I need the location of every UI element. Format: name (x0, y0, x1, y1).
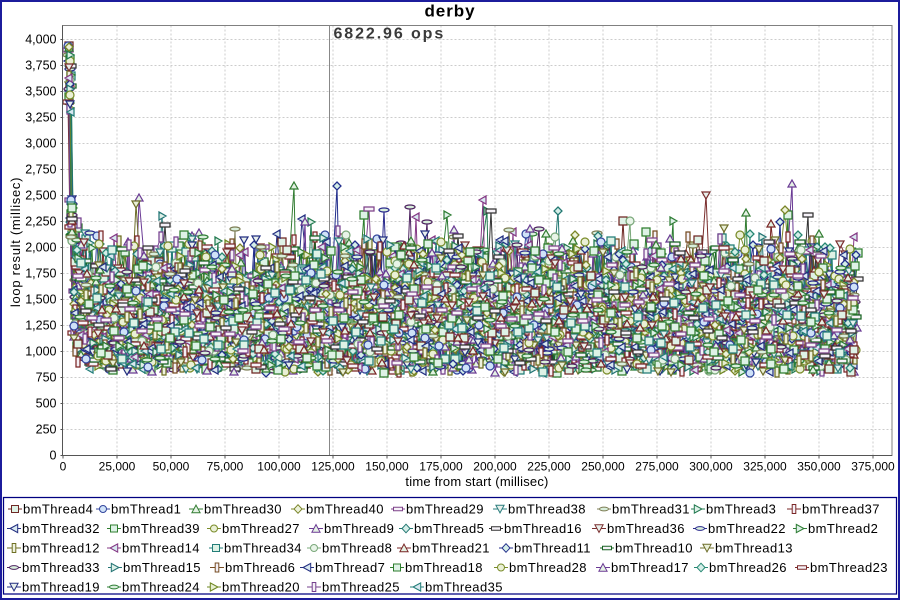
svg-text:bmThread13: bmThread13 (715, 541, 793, 556)
svg-text:2,000: 2,000 (25, 241, 56, 255)
svg-text:500: 500 (36, 397, 57, 411)
svg-text:350,000: 350,000 (797, 460, 841, 474)
svg-text:175,000: 175,000 (419, 460, 463, 474)
svg-text:bmThread7: bmThread7 (315, 560, 385, 575)
svg-text:bmThread11: bmThread11 (514, 541, 591, 556)
svg-text:bmThread21: bmThread21 (412, 541, 490, 556)
svg-text:bmThread31: bmThread31 (612, 502, 690, 517)
svg-text:100,000: 100,000 (257, 460, 301, 474)
svg-text:bmThread40: bmThread40 (306, 502, 384, 517)
svg-text:bmThread28: bmThread28 (509, 560, 587, 575)
svg-text:bmThread26: bmThread26 (709, 560, 787, 575)
svg-text:3,500: 3,500 (25, 85, 56, 99)
svg-text:bmThread29: bmThread29 (406, 502, 484, 517)
svg-text:325,000: 325,000 (743, 460, 787, 474)
svg-text:2,250: 2,250 (25, 215, 56, 229)
svg-text:2,750: 2,750 (25, 163, 56, 177)
svg-text:225,000: 225,000 (527, 460, 571, 474)
svg-text:bmThread25: bmThread25 (322, 580, 400, 595)
svg-text:3,250: 3,250 (25, 111, 56, 125)
svg-text:bmThread36: bmThread36 (607, 521, 685, 536)
svg-text:bmThread12: bmThread12 (22, 541, 100, 556)
svg-text:bmThread2: bmThread2 (808, 521, 878, 536)
svg-text:25,000: 25,000 (99, 460, 136, 474)
svg-text:375,000: 375,000 (851, 460, 895, 474)
svg-text:bmThread39: bmThread39 (122, 521, 200, 536)
svg-text:3,000: 3,000 (25, 137, 56, 151)
svg-text:bmThread10: bmThread10 (615, 541, 693, 556)
svg-text:75,000: 75,000 (207, 460, 244, 474)
svg-text:bmThread18: bmThread18 (405, 560, 483, 575)
svg-text:300,000: 300,000 (689, 460, 733, 474)
svg-text:250: 250 (36, 423, 57, 437)
svg-text:derby: derby (424, 2, 475, 21)
svg-text:bmThread17: bmThread17 (611, 560, 689, 575)
svg-text:750: 750 (36, 371, 57, 385)
svg-text:bmThread16: bmThread16 (504, 521, 582, 536)
svg-text:200,000: 200,000 (473, 460, 517, 474)
svg-text:bmThread15: bmThread15 (123, 560, 201, 575)
svg-text:1,750: 1,750 (25, 267, 56, 281)
svg-text:150,000: 150,000 (365, 460, 409, 474)
svg-text:bmThread23: bmThread23 (810, 560, 888, 575)
svg-text:250,000: 250,000 (581, 460, 625, 474)
svg-text:bmThread19: bmThread19 (22, 580, 100, 595)
svg-text:bmThread9: bmThread9 (324, 521, 394, 536)
svg-text:bmThread34: bmThread34 (224, 541, 302, 556)
svg-text:2,500: 2,500 (25, 189, 56, 203)
svg-text:1,250: 1,250 (25, 319, 56, 333)
svg-text:bmThread22: bmThread22 (708, 521, 786, 536)
svg-text:time from start (millisec): time from start (millisec) (405, 474, 548, 489)
svg-text:bmThread27: bmThread27 (222, 521, 300, 536)
svg-text:275,000: 275,000 (635, 460, 679, 474)
svg-text:1,500: 1,500 (25, 293, 56, 307)
svg-text:bmThread5: bmThread5 (414, 521, 484, 536)
svg-text:bmThread24: bmThread24 (122, 580, 200, 595)
svg-text:bmThread1: bmThread1 (111, 502, 181, 517)
svg-text:3,750: 3,750 (25, 59, 56, 73)
svg-text:50,000: 50,000 (153, 460, 190, 474)
svg-text:125,000: 125,000 (311, 460, 355, 474)
svg-text:bmThread4: bmThread4 (23, 502, 93, 517)
svg-text:bmThread38: bmThread38 (508, 502, 586, 517)
svg-text:bmThread35: bmThread35 (425, 580, 503, 595)
svg-text:6822.96 ops: 6822.96 ops (334, 26, 446, 43)
svg-text:bmThread20: bmThread20 (222, 580, 300, 595)
svg-text:bmThread32: bmThread32 (22, 521, 100, 536)
svg-text:bmThread3: bmThread3 (706, 502, 776, 517)
svg-text:loop result (millisec): loop result (millisec) (8, 177, 23, 307)
svg-text:0: 0 (60, 460, 67, 474)
svg-text:0: 0 (50, 449, 57, 463)
svg-text:bmThread30: bmThread30 (204, 502, 282, 517)
svg-text:bmThread6: bmThread6 (225, 560, 295, 575)
svg-text:bmThread37: bmThread37 (802, 502, 880, 517)
svg-text:bmThread8: bmThread8 (322, 541, 392, 556)
svg-text:bmThread33: bmThread33 (22, 560, 100, 575)
svg-text:bmThread14: bmThread14 (122, 541, 200, 556)
svg-text:4,000: 4,000 (25, 33, 56, 47)
svg-text:1,000: 1,000 (25, 345, 56, 359)
